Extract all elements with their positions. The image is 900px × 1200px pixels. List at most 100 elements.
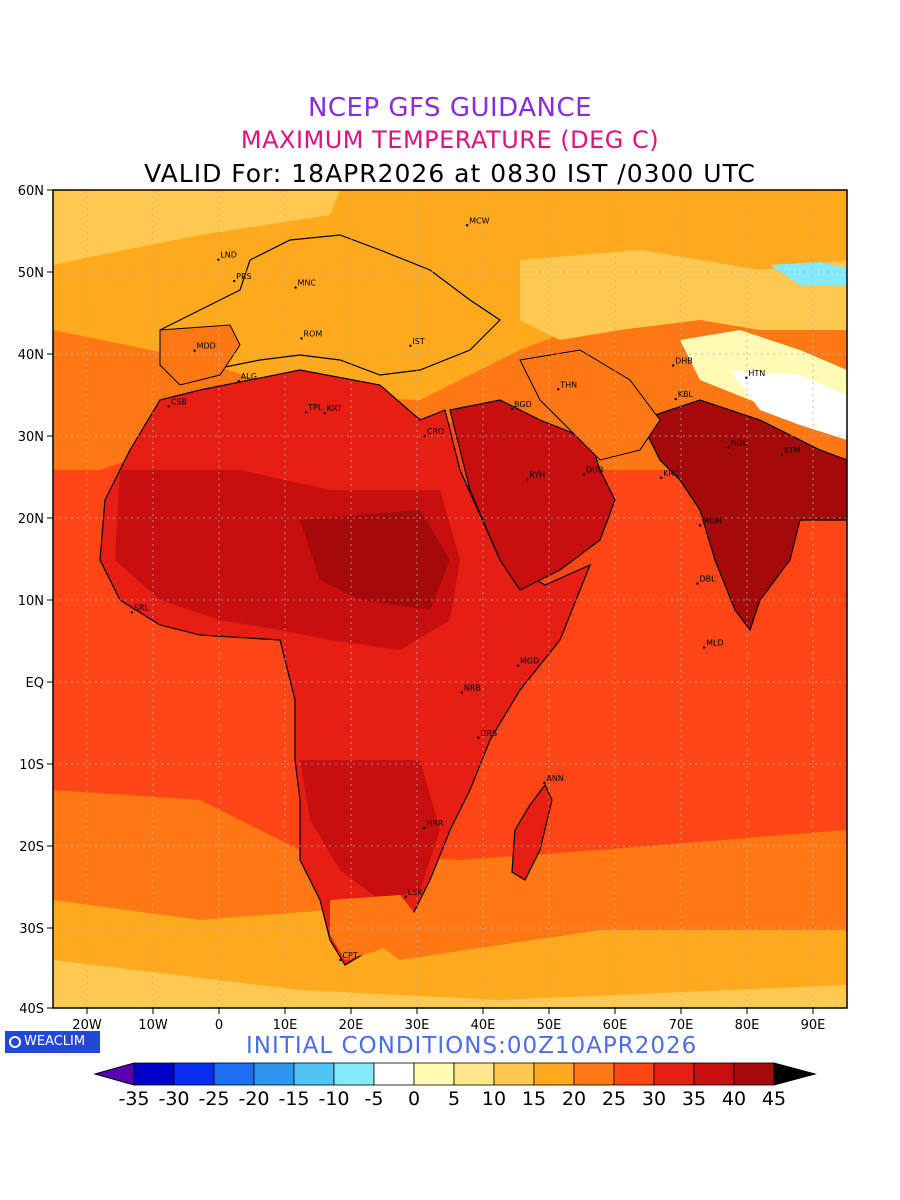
lat-label: 30N: [18, 430, 44, 445]
madagascar: [511, 783, 553, 881]
lon-label: 70E: [669, 1018, 694, 1033]
lat-label: EQ: [26, 676, 44, 691]
legend-tick: 20: [562, 1088, 586, 1110]
station-label: MCW: [469, 216, 489, 225]
station-dot: [232, 279, 236, 283]
india-landmass: [639, 399, 847, 632]
legend-tick: 10: [482, 1088, 506, 1110]
legend-swatch: [613, 1062, 655, 1086]
lon-label: 20E: [339, 1018, 364, 1033]
station-dot: [167, 405, 171, 408]
southern-africa-warm: [300, 760, 440, 900]
station-dot: [702, 646, 706, 649]
station-dot: [543, 781, 546, 785]
legend-low-arrow: [93, 1062, 135, 1086]
logo-ring-icon: [9, 1036, 21, 1048]
lat-label: 20N: [18, 512, 44, 527]
station-label: HRR: [426, 819, 444, 828]
lon-label: 10E: [273, 1018, 298, 1033]
latitude-axis: 60N 50N 40N 30N 20N 10N EQ 10S 20S 30S 4…: [18, 184, 53, 1017]
lat-label: 30S: [19, 922, 44, 937]
legend-tick: -10: [318, 1088, 349, 1110]
iran-highlands: [519, 349, 661, 461]
south-coolest-band: [53, 960, 847, 1008]
station-dot: [516, 664, 520, 667]
station-label: KRT: [327, 404, 342, 413]
station-dot: [460, 691, 464, 694]
legend-swatch: [413, 1062, 455, 1086]
station-dot: [404, 895, 407, 899]
sahel-hottest: [300, 510, 450, 610]
logo-text: WEACLIM: [24, 1034, 86, 1049]
legend-tick: 25: [602, 1088, 626, 1110]
initial-conditions: INITIAL CONDITIONS:00Z10APR2026: [246, 1033, 698, 1059]
station-label: IST: [412, 337, 424, 346]
lat-label: 20S: [19, 840, 44, 855]
legend-tick-labels: -35 -30 -25 -20 -15 -10 -5 0 5 10 15 20 25 30 35 40 45: [118, 1088, 786, 1110]
station-dot: [423, 826, 426, 830]
legend-high-arrow: [773, 1062, 817, 1086]
gridlines: [53, 190, 847, 1008]
station-dot: [409, 344, 412, 347]
station-dot: [698, 524, 702, 527]
station-label: HTN: [748, 369, 765, 378]
station-label: PRS: [236, 272, 251, 281]
station-label: SRL: [134, 603, 150, 612]
legend-tick: 30: [642, 1088, 666, 1110]
legend-swatch: [693, 1062, 735, 1086]
legend-tick: 5: [448, 1088, 460, 1110]
lon-label: 40E: [471, 1018, 496, 1033]
lon-label: 10W: [138, 1018, 168, 1033]
legend-swatch: [173, 1062, 215, 1086]
station-dot: [780, 453, 784, 457]
station-dot: [582, 473, 586, 476]
legend-tick: -25: [198, 1088, 229, 1110]
legend-swatch: [653, 1062, 695, 1086]
station-dot: [193, 349, 196, 352]
station-label: TPL: [307, 403, 323, 412]
station-dot: [526, 478, 529, 481]
station-dot: [423, 434, 427, 438]
legend-tick: 45: [762, 1088, 786, 1110]
legend-color-boxes: [133, 1062, 775, 1086]
iberia: [159, 324, 241, 386]
station-dot: [217, 258, 220, 261]
station-dot: [237, 379, 240, 383]
legend-tick: -5: [365, 1088, 384, 1110]
legend-swatch: [533, 1062, 575, 1086]
station-dot: [465, 224, 469, 227]
station-label: ANN: [546, 774, 563, 783]
station-dot: [323, 411, 326, 415]
station-label: CPT: [342, 951, 357, 960]
station-dot: [130, 611, 134, 614]
lon-label: 20W: [72, 1018, 102, 1033]
station-label: LSK: [408, 888, 424, 897]
legend-tick: -30: [158, 1088, 189, 1110]
lon-label: 90E: [801, 1018, 826, 1033]
station-dot: [339, 958, 342, 962]
station-label: BGD: [514, 400, 532, 409]
legend-swatch: [453, 1062, 495, 1086]
station-label: DHB: [675, 356, 693, 365]
legend-swatch: [213, 1062, 255, 1086]
legend-tick: 35: [682, 1088, 706, 1110]
legend-tick: 15: [522, 1088, 546, 1110]
south-cooler-band: [53, 900, 847, 1008]
legend-swatch: [133, 1062, 175, 1086]
station-label: KRC: [663, 469, 679, 478]
station-dot: [510, 407, 514, 411]
header-line-1: NCEP GFS GUIDANCE: [307, 93, 593, 123]
lon-label: 0: [215, 1018, 223, 1033]
color-legend: -35 -30 -25 -20 -15 -10 -5 0 5 10 15 20 25 30 35 40 45: [93, 1062, 817, 1110]
lon-label: 80E: [735, 1018, 760, 1033]
lat-label: 50N: [18, 266, 44, 281]
station-label: DBL: [700, 575, 717, 584]
atlantic-cool-north: [53, 190, 340, 265]
lat-label: 40N: [18, 348, 44, 363]
himalaya-frost: [770, 262, 847, 285]
weaclim-logo[interactable]: WEACLIM: [5, 1031, 100, 1053]
station-label: RYH: [529, 470, 545, 479]
station-label: MNC: [298, 279, 317, 288]
lat-label: 10S: [19, 758, 44, 773]
header-line-3: VALID For: 18APR2026 at 0830 IST /0300 U…: [144, 159, 756, 188]
